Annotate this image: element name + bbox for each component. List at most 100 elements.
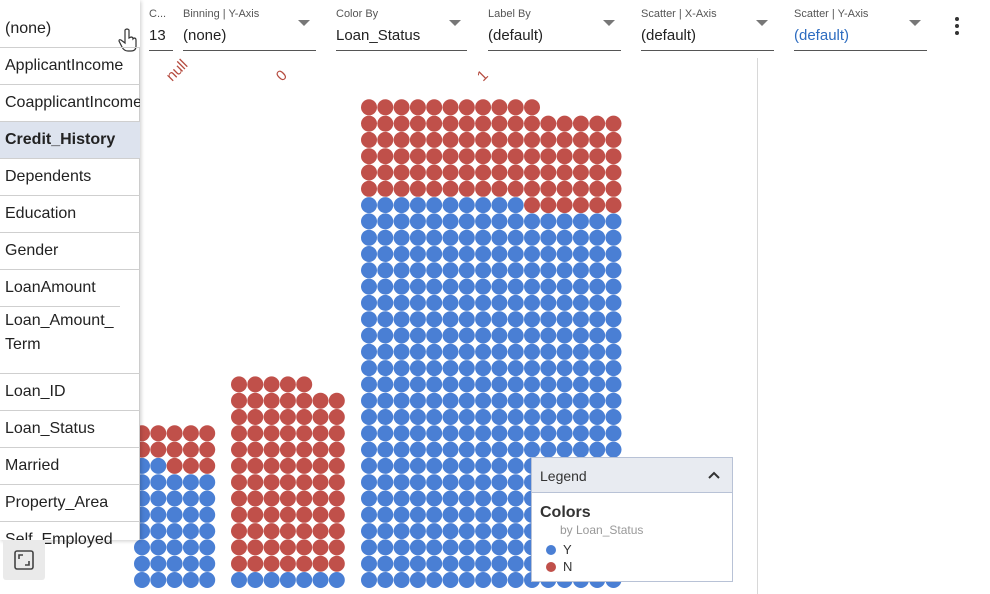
dot-y[interactable]	[572, 213, 589, 230]
dot-y[interactable]	[377, 425, 394, 442]
dot-n[interactable]	[393, 115, 410, 132]
dot-y[interactable]	[540, 278, 557, 295]
chevron-down-icon[interactable]	[603, 20, 615, 26]
dot-n[interactable]	[377, 115, 394, 132]
dot-y[interactable]	[524, 246, 540, 262]
dot-n[interactable]	[524, 115, 540, 132]
dot-y[interactable]	[426, 392, 443, 409]
dot-n[interactable]	[231, 409, 247, 425]
dot-y[interactable]	[361, 197, 377, 214]
dot-y[interactable]	[458, 229, 475, 246]
dot-y[interactable]	[377, 376, 394, 393]
dot-n[interactable]	[393, 148, 410, 165]
dot-y[interactable]	[409, 441, 426, 458]
dot-n[interactable]	[605, 148, 622, 165]
dot-y[interactable]	[426, 360, 443, 377]
dot-y[interactable]	[150, 523, 167, 540]
dot-y[interactable]	[475, 441, 492, 458]
dot-y[interactable]	[589, 376, 606, 393]
dot-y[interactable]	[491, 425, 508, 442]
dot-y[interactable]	[491, 294, 508, 311]
dot-y[interactable]	[589, 278, 606, 295]
dot-y[interactable]	[377, 311, 394, 328]
dot-n[interactable]	[279, 457, 296, 474]
dot-y[interactable]	[361, 555, 377, 572]
dot-y[interactable]	[393, 457, 410, 474]
dot-n[interactable]	[475, 99, 492, 116]
dot-y[interactable]	[540, 229, 557, 246]
dot-y[interactable]	[507, 229, 524, 246]
dot-n[interactable]	[312, 441, 329, 458]
dot-y[interactable]	[605, 343, 622, 360]
dot-y[interactable]	[409, 539, 426, 556]
dot-y[interactable]	[491, 506, 508, 523]
dot-n[interactable]	[231, 425, 247, 442]
dot-n[interactable]	[426, 99, 443, 116]
dot-y[interactable]	[409, 523, 426, 540]
dot-y[interactable]	[458, 360, 475, 377]
dot-y[interactable]	[491, 311, 508, 328]
dot-y[interactable]	[182, 490, 199, 507]
dot-n[interactable]	[409, 115, 426, 132]
dot-y[interactable]	[540, 262, 557, 279]
dot-y[interactable]	[263, 572, 280, 588]
dot-y[interactable]	[361, 506, 377, 523]
dot-n[interactable]	[556, 115, 573, 132]
dot-n[interactable]	[540, 197, 557, 214]
dot-n[interactable]	[393, 131, 410, 148]
dot-y[interactable]	[442, 506, 459, 523]
dot-n[interactable]	[556, 164, 573, 181]
dot-n[interactable]	[377, 180, 394, 197]
dot-n[interactable]	[231, 457, 247, 474]
dot-y[interactable]	[524, 294, 540, 311]
dot-y[interactable]	[556, 441, 573, 458]
dot-y[interactable]	[605, 327, 622, 344]
dot-n[interactable]	[263, 409, 280, 425]
dot-n[interactable]	[328, 425, 345, 442]
dot-y[interactable]	[491, 343, 508, 360]
dot-n[interactable]	[475, 180, 492, 197]
dot-n[interactable]	[572, 197, 589, 214]
dot-n[interactable]	[296, 376, 313, 393]
dot-y[interactable]	[589, 246, 606, 262]
dot-y[interactable]	[182, 506, 199, 523]
dot-y[interactable]	[361, 262, 377, 279]
dot-n[interactable]	[312, 539, 329, 556]
dot-y[interactable]	[475, 343, 492, 360]
dot-y[interactable]	[572, 278, 589, 295]
dot-y[interactable]	[409, 229, 426, 246]
dot-n[interactable]	[540, 164, 557, 181]
dot-y[interactable]	[409, 197, 426, 214]
dot-n[interactable]	[312, 490, 329, 507]
dot-n[interactable]	[507, 131, 524, 148]
dot-y[interactable]	[540, 360, 557, 377]
dot-n[interactable]	[393, 99, 410, 116]
dot-y[interactable]	[540, 327, 557, 344]
dot-y[interactable]	[524, 213, 540, 230]
dot-y[interactable]	[393, 294, 410, 311]
dot-y[interactable]	[491, 376, 508, 393]
dot-y[interactable]	[442, 311, 459, 328]
dot-n[interactable]	[524, 148, 540, 165]
dot-n[interactable]	[426, 131, 443, 148]
dot-y[interactable]	[442, 229, 459, 246]
dot-y[interactable]	[556, 229, 573, 246]
dot-n[interactable]	[524, 197, 540, 214]
dot-y[interactable]	[589, 262, 606, 279]
dot-y[interactable]	[491, 539, 508, 556]
dot-n[interactable]	[572, 131, 589, 148]
dot-y[interactable]	[556, 360, 573, 377]
dot-y[interactable]	[475, 555, 492, 572]
dropdown-item[interactable]: Gender	[0, 232, 140, 269]
dot-y[interactable]	[491, 474, 508, 491]
dot-n[interactable]	[409, 131, 426, 148]
dot-n[interactable]	[296, 457, 313, 474]
dot-n[interactable]	[507, 148, 524, 165]
color-by-select[interactable]: Color By Loan_Status	[336, 8, 467, 52]
dot-y[interactable]	[442, 441, 459, 458]
dot-y[interactable]	[458, 311, 475, 328]
dot-n[interactable]	[442, 180, 459, 197]
dot-y[interactable]	[605, 392, 622, 409]
dot-y[interactable]	[475, 229, 492, 246]
dot-y[interactable]	[393, 229, 410, 246]
